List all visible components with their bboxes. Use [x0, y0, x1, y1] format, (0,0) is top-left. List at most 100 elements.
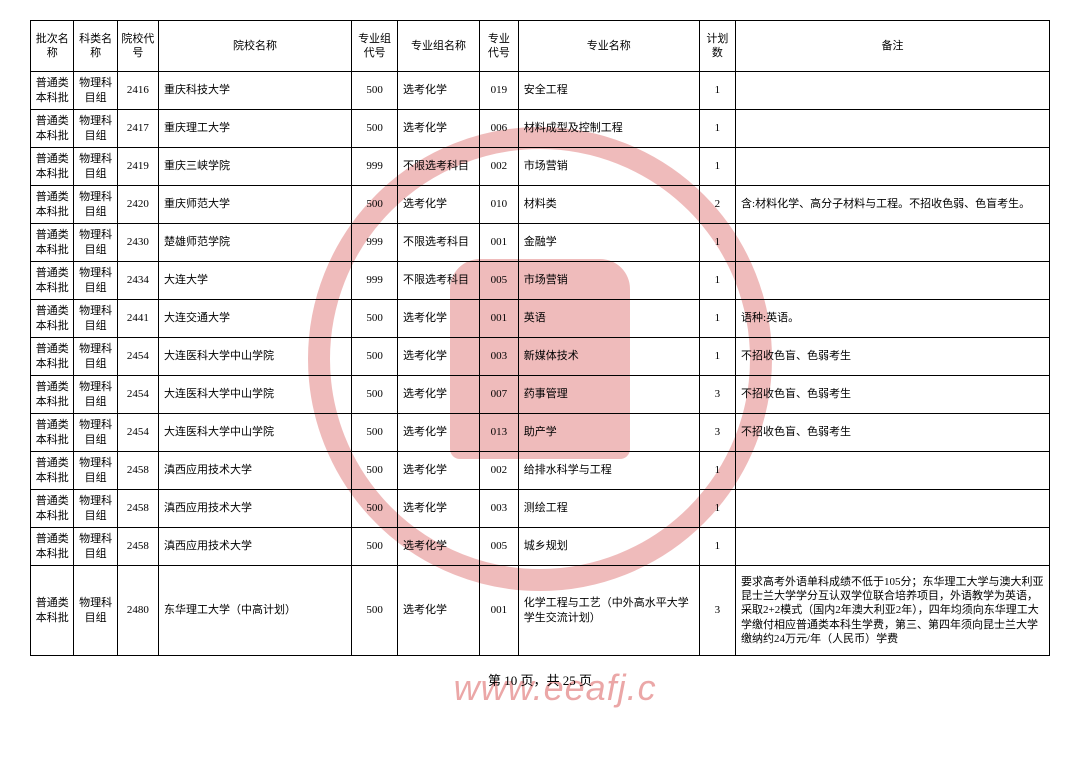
cell: 普通类本科批 [31, 414, 74, 452]
cell: 重庆科技大学 [158, 72, 351, 110]
cell: 500 [352, 528, 398, 566]
cell: 选考化学 [398, 72, 480, 110]
cell: 2419 [117, 148, 158, 186]
cell: 2458 [117, 490, 158, 528]
cell: 物理科目组 [74, 528, 117, 566]
cell: 安全工程 [518, 72, 699, 110]
cell: 500 [352, 186, 398, 224]
cell: 1 [699, 490, 735, 528]
cell: 不招收色盲、色弱考生 [736, 414, 1050, 452]
cell: 滇西应用技术大学 [158, 528, 351, 566]
cell: 500 [352, 414, 398, 452]
cell: 500 [352, 338, 398, 376]
cell: 2454 [117, 338, 158, 376]
cell: 普通类本科批 [31, 148, 74, 186]
cell: 2 [699, 186, 735, 224]
cell: 3 [699, 566, 735, 656]
col-header-9: 备注 [736, 21, 1050, 72]
cell: 滇西应用技术大学 [158, 490, 351, 528]
cell: 选考化学 [398, 376, 480, 414]
cell: 物理科目组 [74, 224, 117, 262]
cell: 不限选考科目 [398, 148, 480, 186]
cell: 选考化学 [398, 186, 480, 224]
cell: 006 [480, 110, 519, 148]
col-header-7: 专业名称 [518, 21, 699, 72]
cell: 要求高考外语单科成绩不低于105分；东华理工大学与澳大利亚昆士兰大学学分互认双学… [736, 566, 1050, 656]
cell: 1 [699, 148, 735, 186]
cell: 普通类本科批 [31, 338, 74, 376]
table-row: 普通类本科批物理科目组2458滇西应用技术大学500选考化学002给排水科学与工… [31, 452, 1050, 490]
cell: 2454 [117, 376, 158, 414]
cell: 002 [480, 148, 519, 186]
cell: 大连医科大学中山学院 [158, 338, 351, 376]
cell: 重庆理工大学 [158, 110, 351, 148]
cell: 普通类本科批 [31, 186, 74, 224]
col-header-3: 院校名称 [158, 21, 351, 72]
cell: 普通类本科批 [31, 300, 74, 338]
cell [736, 148, 1050, 186]
col-header-6: 专业代号 [480, 21, 519, 72]
cell: 选考化学 [398, 300, 480, 338]
cell: 001 [480, 224, 519, 262]
col-header-5: 专业组名称 [398, 21, 480, 72]
cell: 普通类本科批 [31, 566, 74, 656]
cell: 3 [699, 376, 735, 414]
cell: 2430 [117, 224, 158, 262]
cell: 选考化学 [398, 414, 480, 452]
col-header-0: 批次名称 [31, 21, 74, 72]
page-indicator: 第 10 页，共 25 页 [30, 670, 1050, 689]
cell [736, 110, 1050, 148]
cell: 市场营销 [518, 148, 699, 186]
cell: 500 [352, 300, 398, 338]
cell: 2441 [117, 300, 158, 338]
table-row: 普通类本科批物理科目组2420重庆师范大学500选考化学010材料类2含:材料化… [31, 186, 1050, 224]
cell: 物理科目组 [74, 148, 117, 186]
cell: 003 [480, 490, 519, 528]
cell: 500 [352, 452, 398, 490]
cell: 重庆师范大学 [158, 186, 351, 224]
cell: 金融学 [518, 224, 699, 262]
cell: 物理科目组 [74, 566, 117, 656]
cell: 010 [480, 186, 519, 224]
cell: 重庆三峡学院 [158, 148, 351, 186]
cell: 3 [699, 414, 735, 452]
cell: 选考化学 [398, 452, 480, 490]
cell: 500 [352, 110, 398, 148]
cell: 普通类本科批 [31, 262, 74, 300]
cell: 普通类本科批 [31, 224, 74, 262]
cell: 选考化学 [398, 528, 480, 566]
cell: 普通类本科批 [31, 452, 74, 490]
cell: 500 [352, 376, 398, 414]
cell: 013 [480, 414, 519, 452]
cell: 物理科目组 [74, 490, 117, 528]
cell: 普通类本科批 [31, 528, 74, 566]
cell: 2458 [117, 452, 158, 490]
cell: 物理科目组 [74, 338, 117, 376]
cell: 物理科目组 [74, 72, 117, 110]
cell: 东华理工大学（中高计划） [158, 566, 351, 656]
cell: 楚雄师范学院 [158, 224, 351, 262]
cell: 005 [480, 262, 519, 300]
cell: 大连大学 [158, 262, 351, 300]
cell: 019 [480, 72, 519, 110]
cell: 物理科目组 [74, 452, 117, 490]
col-header-4: 专业组代号 [352, 21, 398, 72]
table-row: 普通类本科批物理科目组2458滇西应用技术大学500选考化学003测绘工程1 [31, 490, 1050, 528]
cell: 1 [699, 528, 735, 566]
cell: 不招收色盲、色弱考生 [736, 338, 1050, 376]
cell: 2420 [117, 186, 158, 224]
cell: 不限选考科目 [398, 262, 480, 300]
cell: 005 [480, 528, 519, 566]
cell: 不招收色盲、色弱考生 [736, 376, 1050, 414]
table-row: 普通类本科批物理科目组2417重庆理工大学500选考化学006材料成型及控制工程… [31, 110, 1050, 148]
cell: 999 [352, 148, 398, 186]
cell: 2480 [117, 566, 158, 656]
cell [736, 490, 1050, 528]
cell: 化学工程与工艺（中外高水平大学学生交流计划） [518, 566, 699, 656]
cell: 500 [352, 490, 398, 528]
cell: 物理科目组 [74, 376, 117, 414]
cell: 2417 [117, 110, 158, 148]
table-row: 普通类本科批物理科目组2454大连医科大学中山学院500选考化学013助产学3不… [31, 414, 1050, 452]
cell: 物理科目组 [74, 414, 117, 452]
cell: 999 [352, 224, 398, 262]
